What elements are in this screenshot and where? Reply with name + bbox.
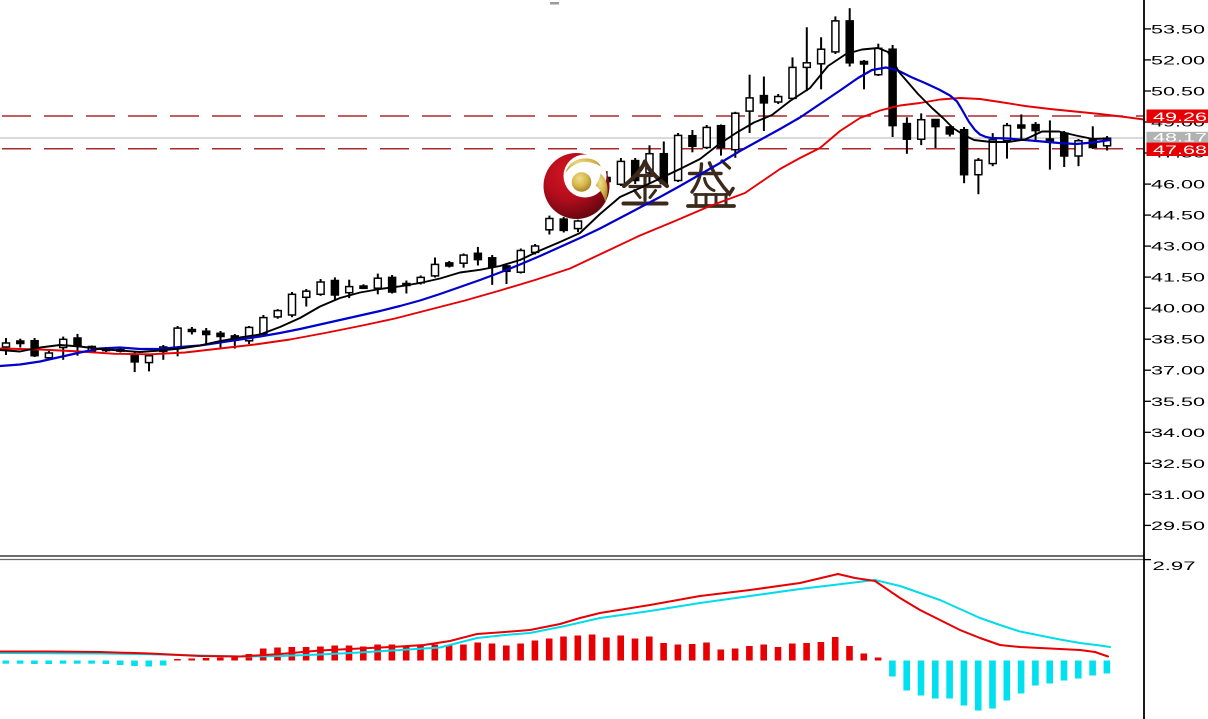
svg-text:43.00: 43.00 [1151,240,1205,254]
svg-text:31.00: 31.00 [1151,488,1205,502]
svg-text:48.17: 48.17 [1153,131,1207,145]
svg-text:34.00: 34.00 [1151,426,1205,440]
svg-text:40.00: 40.00 [1151,302,1205,316]
svg-text:37.00: 37.00 [1151,364,1205,378]
svg-text:53.50: 53.50 [1151,22,1205,36]
svg-text:29.50: 29.50 [1151,519,1205,533]
svg-text:47.68: 47.68 [1153,143,1207,157]
svg-text:32.50: 32.50 [1151,457,1205,471]
svg-text:2.97: 2.97 [1153,559,1196,573]
svg-text:49.26: 49.26 [1153,110,1207,124]
svg-text:52.00: 52.00 [1151,53,1205,67]
svg-text:35.50: 35.50 [1151,395,1205,409]
svg-text:38.50: 38.50 [1151,333,1205,347]
svg-text:46.00: 46.00 [1151,178,1205,192]
svg-text:41.50: 41.50 [1151,271,1205,285]
svg-text:44.50: 44.50 [1151,209,1205,223]
svg-text:50.50: 50.50 [1151,85,1205,99]
